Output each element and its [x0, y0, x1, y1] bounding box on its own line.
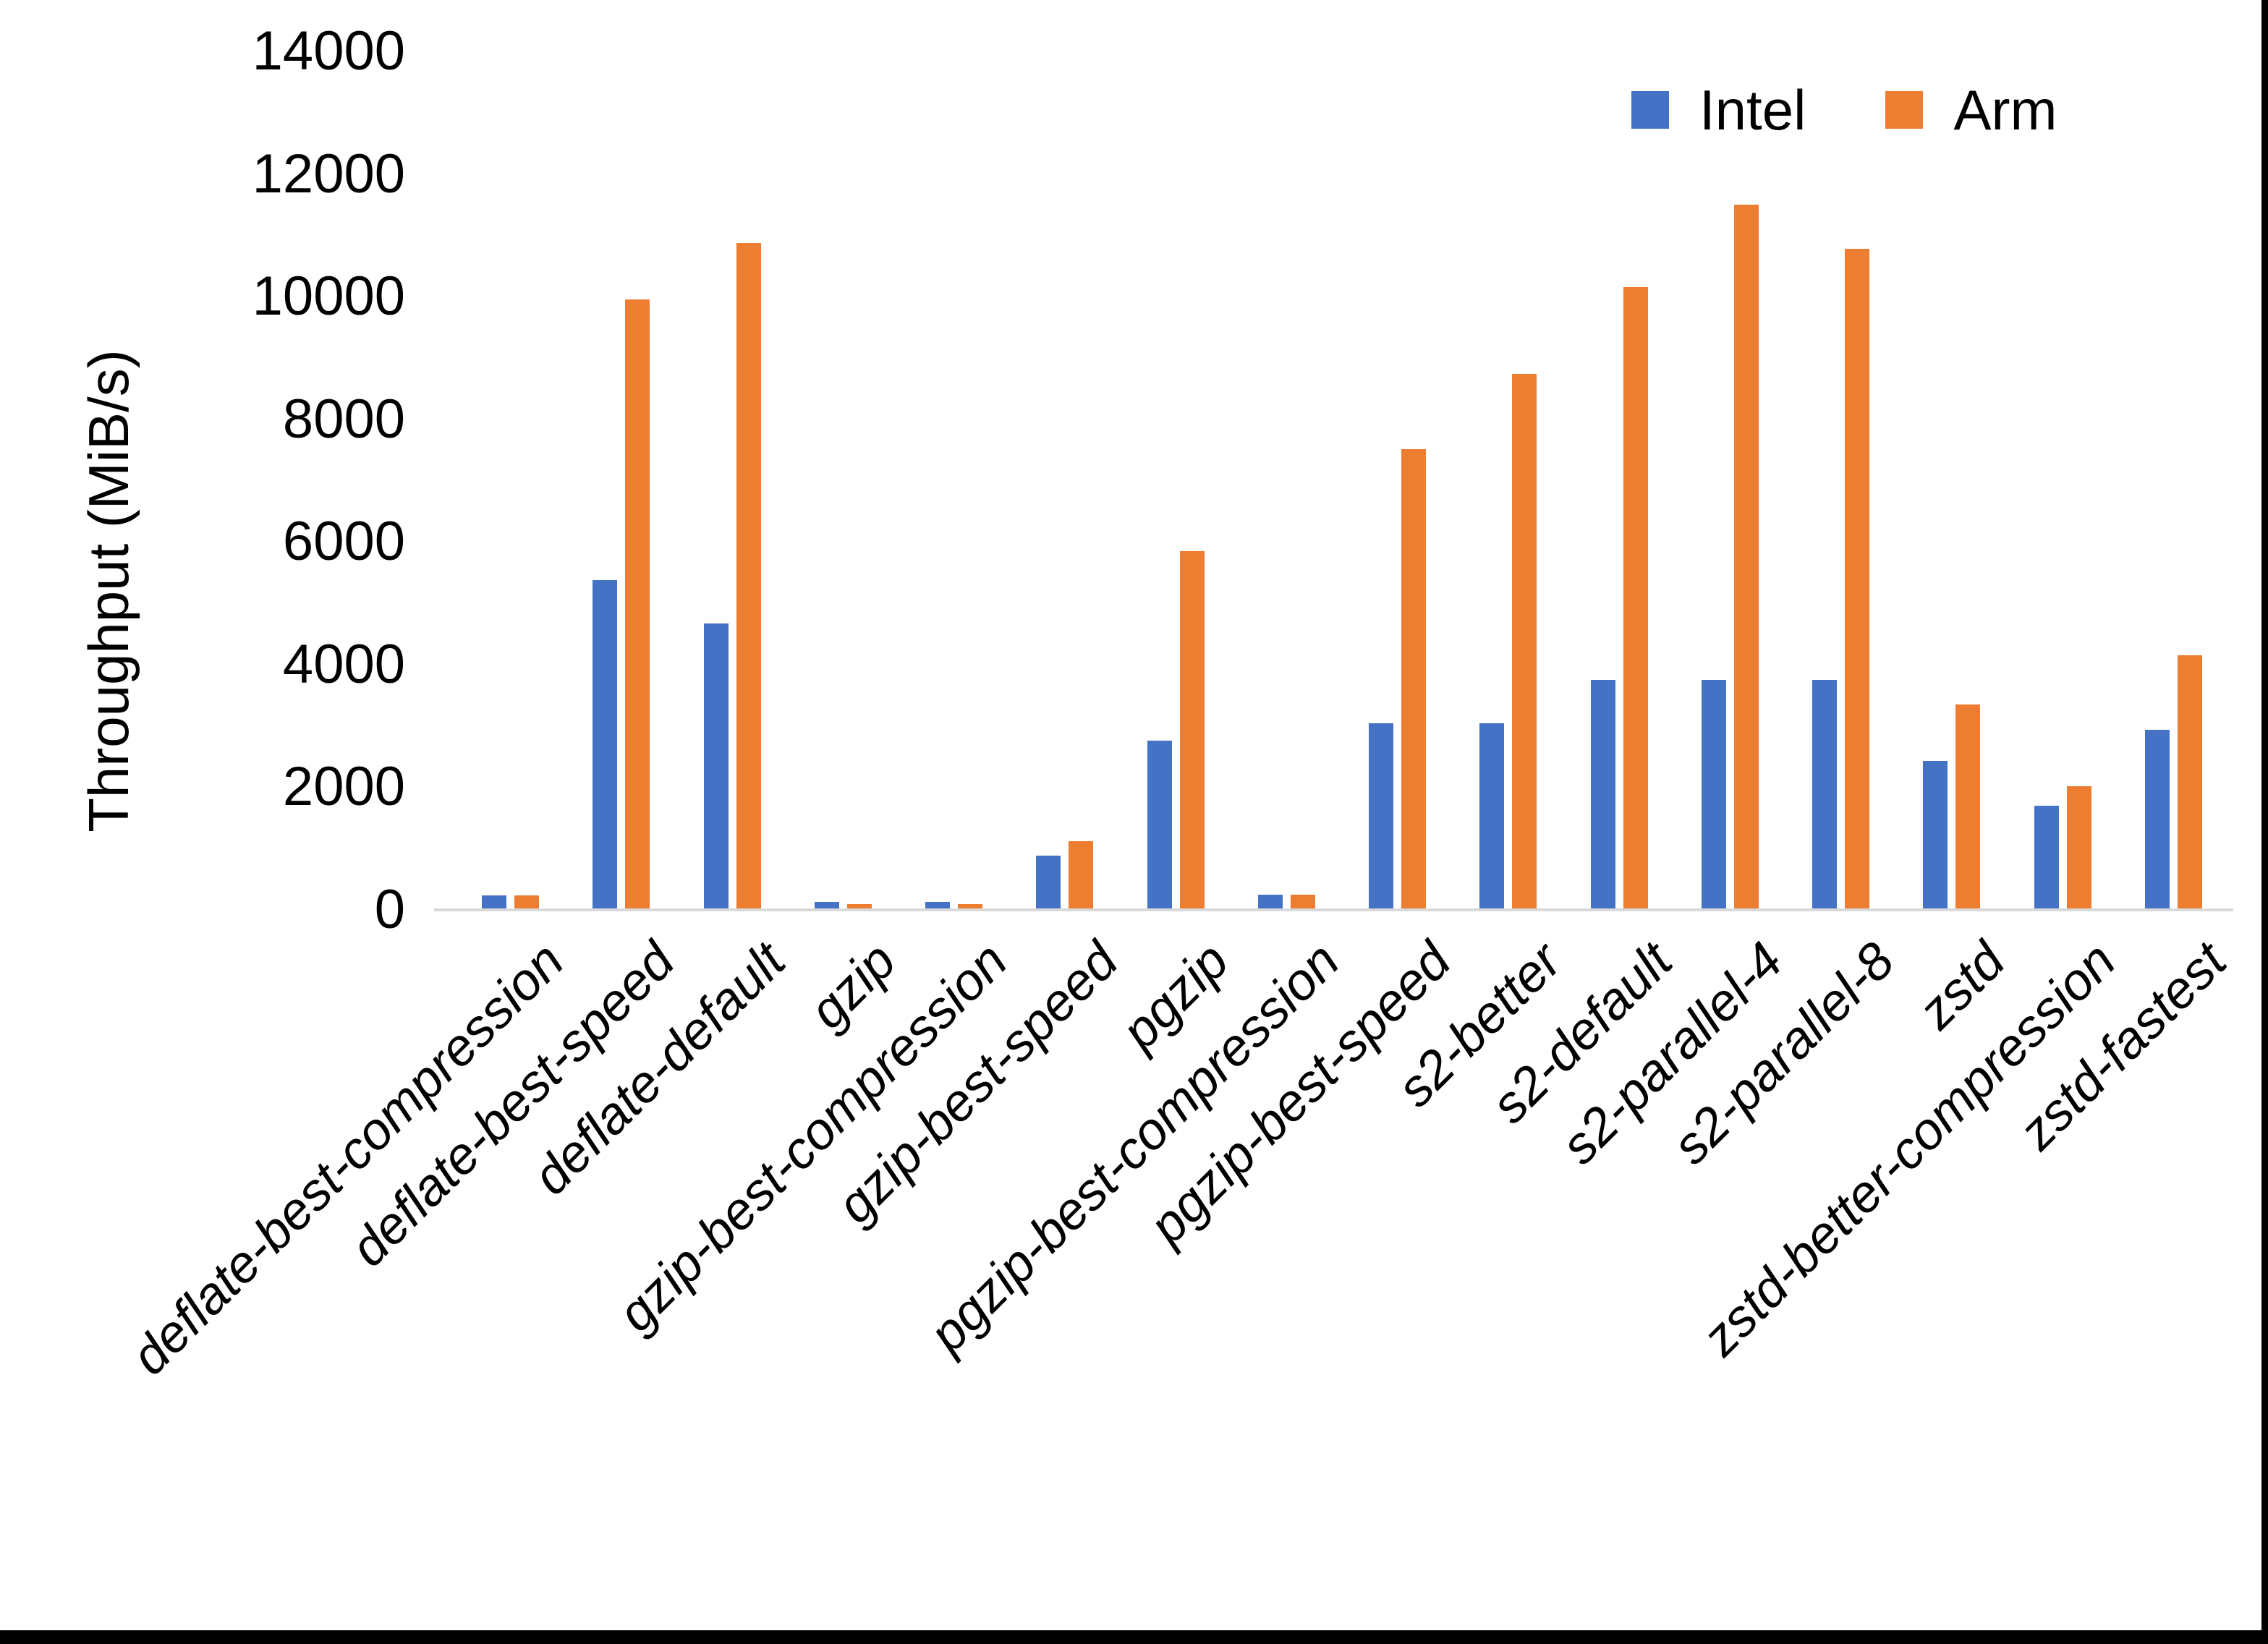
bar-group-s2-better — [1453, 51, 1563, 910]
bar-group-pgzip-best-compression — [1231, 51, 1342, 910]
bar-intel-s2-parallel-4 — [1701, 680, 1726, 910]
bar-intel-gzip-best-speed — [1036, 856, 1061, 910]
bar-intel-zstd — [1923, 761, 1948, 910]
bar-intel-deflate-default — [703, 623, 729, 910]
bar-intel-zstd-fastest — [2144, 730, 2170, 910]
bar-arm-s2-default — [1623, 287, 1648, 910]
legend-swatch-intel — [1631, 91, 1669, 129]
bar-group-s2-default — [1564, 51, 1675, 910]
bar-group-pgzip — [1121, 51, 1231, 910]
x-axis-line — [434, 908, 2233, 911]
bar-intel-pgzip-best-speed — [1369, 723, 1394, 910]
bar-intel-pgzip-best-compression — [1257, 895, 1283, 910]
bar-group-gzip-best-speed — [1009, 51, 1120, 910]
y-axis-tick-label: 0 — [374, 879, 405, 940]
bar-intel-zstd-better-compression — [2034, 806, 2059, 910]
bar-arm-pgzip-best-speed — [1401, 449, 1427, 910]
bar-group-pgzip-best-speed — [1342, 51, 1453, 910]
bar-intel-gzip-best-compression — [925, 902, 951, 910]
legend-item-intel: Intel — [1631, 81, 1806, 139]
legend-label-arm: Arm — [1953, 78, 2057, 142]
bar-arm-deflate-best-compression — [514, 895, 540, 910]
page-border-right — [2261, 0, 2268, 1644]
bar-arm-gzip-best-compression — [958, 904, 983, 910]
y-axis-tick-label: 6000 — [282, 511, 405, 573]
bar-intel-gzip — [814, 902, 839, 910]
bar-arm-s2-parallel-4 — [1733, 205, 1759, 910]
bar-group-deflate-default — [677, 51, 788, 910]
y-axis-tick-label: 12000 — [252, 142, 405, 205]
plot-area — [455, 51, 2229, 910]
bar-group-s2-parallel-8 — [1785, 51, 1896, 910]
bar-group-zstd — [1896, 51, 2007, 910]
bar-group-deflate-best-compression — [455, 51, 566, 910]
bar-intel-pgzip — [1147, 741, 1172, 910]
y-axis-tick-label: 10000 — [252, 265, 405, 328]
bar-arm-s2-better — [1512, 374, 1537, 910]
y-axis-tick-label: 14000 — [252, 20, 405, 82]
bar-group-zstd-better-compression — [2008, 51, 2118, 910]
legend: Intel Arm — [1631, 81, 2057, 139]
bar-arm-pgzip — [1179, 551, 1205, 910]
bar-group-s2-parallel-4 — [1675, 51, 1785, 910]
bar-group-gzip-best-compression — [899, 51, 1009, 910]
bar-group-deflate-best-speed — [566, 51, 676, 910]
page-border-bottom — [0, 1630, 2268, 1644]
y-axis-tick-label: 2000 — [282, 756, 405, 818]
legend-label-intel: Intel — [1699, 78, 1806, 142]
bar-arm-pgzip-best-compression — [1290, 895, 1315, 910]
bar-arm-deflate-default — [736, 243, 761, 910]
bar-arm-zstd-better-compression — [2066, 786, 2091, 910]
bar-group-zstd-fastest — [2118, 51, 2229, 910]
bar-arm-zstd-fastest — [2177, 655, 2202, 910]
bar-intel-s2-default — [1590, 680, 1615, 910]
y-axis-tick-label: 4000 — [282, 633, 405, 695]
bar-intel-deflate-best-compression — [482, 895, 507, 910]
bar-arm-zstd — [1955, 704, 1981, 910]
bar-arm-deflate-best-speed — [625, 299, 650, 910]
y-axis-title: Throughput (MiB/s) — [77, 349, 140, 832]
bar-intel-s2-parallel-8 — [1812, 680, 1838, 910]
bar-intel-s2-better — [1479, 723, 1505, 910]
legend-item-arm: Arm — [1885, 81, 2057, 139]
bar-arm-gzip — [846, 904, 872, 910]
legend-swatch-arm — [1885, 91, 1924, 129]
bar-arm-s2-parallel-8 — [1845, 249, 1870, 910]
bar-intel-deflate-best-speed — [593, 580, 618, 910]
bar-group-gzip — [788, 51, 899, 910]
bar-arm-gzip-best-speed — [1069, 841, 1094, 910]
y-axis-tick-label: 8000 — [282, 388, 405, 450]
